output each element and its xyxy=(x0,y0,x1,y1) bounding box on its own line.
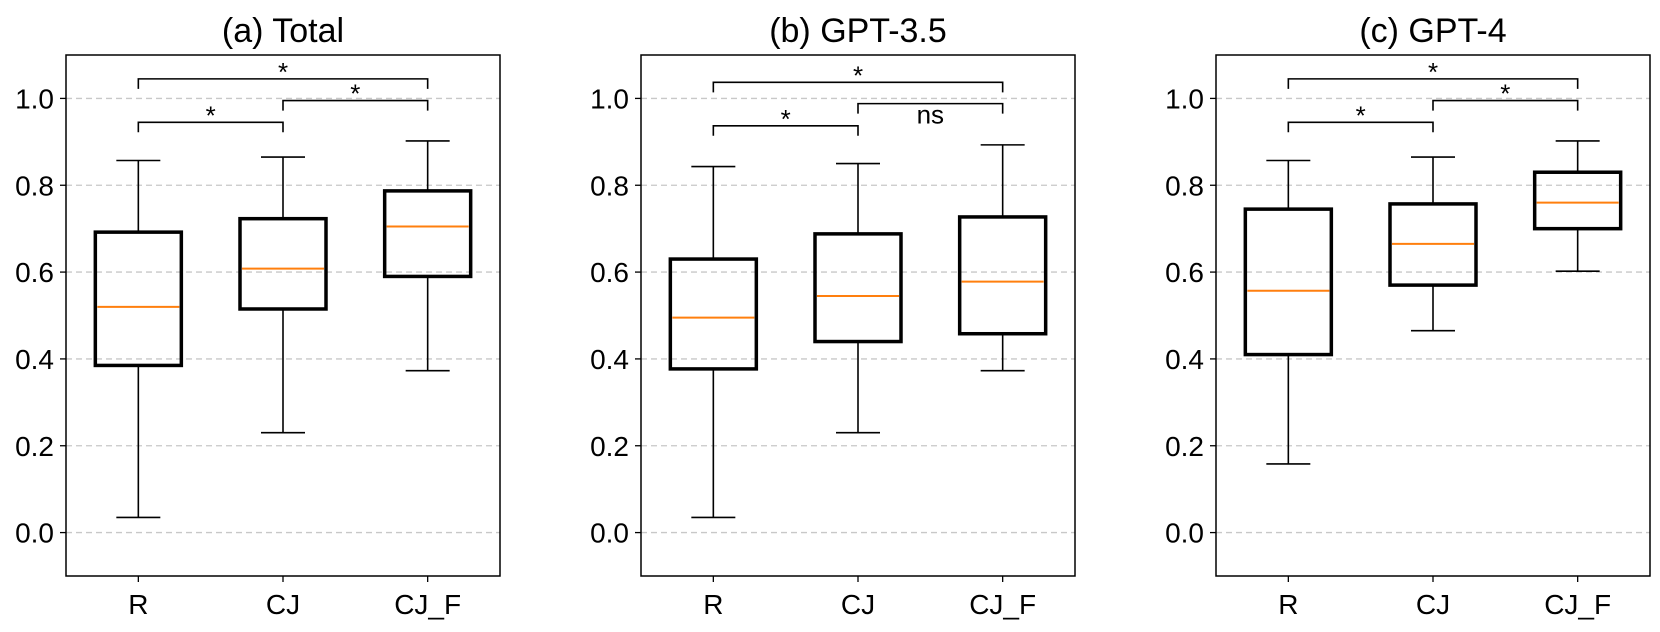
x-tick-label: CJ_F xyxy=(1544,589,1611,620)
significance-bracket: * xyxy=(1287,100,1434,133)
significance-label: * xyxy=(1356,100,1366,130)
significance-label: ns xyxy=(917,100,944,130)
box-body xyxy=(1243,207,1334,357)
y-tick-label: 0.4 xyxy=(1165,344,1204,375)
y-tick-label: 0.0 xyxy=(590,518,629,549)
significance-bracket: * xyxy=(137,57,429,89)
box-body xyxy=(957,215,1048,336)
y-tick-label: 1.0 xyxy=(15,83,54,114)
y-tick-label: 0.4 xyxy=(590,344,629,375)
x-tick-label: CJ xyxy=(1416,589,1450,620)
x-tick-label: R xyxy=(1278,589,1298,620)
significance-label: * xyxy=(278,57,288,87)
significance-bracket: * xyxy=(712,104,859,136)
y-tick-label: 0.2 xyxy=(590,431,629,462)
significance-bracket: ns xyxy=(857,100,1004,130)
y-tick-label: 0.8 xyxy=(1165,170,1204,201)
y-tick-label: 0.0 xyxy=(1165,518,1204,549)
box-r xyxy=(93,159,184,519)
panel-title: (b) GPT-3.5 xyxy=(769,12,947,50)
y-tick-label: 0.6 xyxy=(590,257,629,288)
bracket-line xyxy=(712,81,1004,93)
y-tick-label: 0.4 xyxy=(15,344,54,375)
significance-label: * xyxy=(206,100,216,130)
y-tick-label: 1.0 xyxy=(1165,83,1204,114)
y-tick-label: 0.8 xyxy=(15,170,54,201)
bracket-line xyxy=(1287,121,1434,133)
y-tick-label: 0.2 xyxy=(15,431,54,462)
y-tick-label: 0.6 xyxy=(1165,257,1204,288)
significance-label: * xyxy=(350,79,360,109)
bracket-line xyxy=(857,102,1004,114)
box-cj-f xyxy=(957,144,1048,372)
y-tick-label: 1.0 xyxy=(590,83,629,114)
bracket-line xyxy=(1287,78,1579,89)
bracket-line xyxy=(712,124,859,136)
panel-title: (c) GPT-4 xyxy=(1359,12,1506,50)
y-tick-label: 0.2 xyxy=(1165,431,1204,462)
bracket-line xyxy=(282,99,429,111)
significance-label: * xyxy=(1428,57,1438,87)
chart-panel-2: 0.0 0.2 0.4 0.6 0.8 1.0 (b) GPT-3.5 R CJ CJ_F * ns * xyxy=(590,12,1076,620)
x-tick-label: CJ_F xyxy=(394,589,461,620)
y-tick-label: 0.8 xyxy=(590,170,629,201)
chart-panel-1: 0.0 0.2 0.4 0.6 0.8 1.0 (a) Total R CJ CJ_F * * * xyxy=(15,12,501,620)
bracket-line xyxy=(137,121,284,133)
x-tick-label: CJ xyxy=(266,589,300,620)
x-tick-label: R xyxy=(703,589,723,620)
chart-panel-3: 0.0 0.2 0.4 0.6 0.8 1.0 (c) GPT-4 R CJ CJ_F * * * xyxy=(1165,12,1651,620)
significance-bracket: * xyxy=(137,100,284,133)
box-body xyxy=(668,257,759,371)
significance-bracket: * xyxy=(712,60,1004,93)
y-tick-label: 0.6 xyxy=(15,257,54,288)
panel-title: (a) Total xyxy=(222,12,344,50)
box-body xyxy=(813,232,903,344)
box-body xyxy=(238,216,328,311)
significance-label: * xyxy=(853,60,863,90)
bracket-line xyxy=(137,78,429,89)
significance-bracket: * xyxy=(282,79,429,111)
box-cj-f xyxy=(382,140,473,372)
box-cj xyxy=(813,162,903,434)
box-body xyxy=(93,230,184,368)
significance-label: * xyxy=(1500,79,1510,109)
x-tick-label: CJ xyxy=(841,589,875,620)
significance-bracket: * xyxy=(1287,57,1579,89)
y-tick-label: 0.0 xyxy=(15,518,54,549)
bracket-line xyxy=(1432,99,1579,111)
significance-label: * xyxy=(781,104,791,134)
box-cj xyxy=(238,156,328,434)
box-body xyxy=(1388,202,1478,287)
x-tick-label: R xyxy=(128,589,148,620)
x-tick-label: CJ_F xyxy=(969,589,1036,620)
significance-bracket: * xyxy=(1432,79,1579,111)
box-cj-f xyxy=(1532,140,1623,273)
box-cj xyxy=(1388,156,1478,332)
box-r xyxy=(668,165,759,519)
box-r xyxy=(1243,159,1334,465)
box-body xyxy=(382,189,473,279)
box-body xyxy=(1532,170,1623,231)
